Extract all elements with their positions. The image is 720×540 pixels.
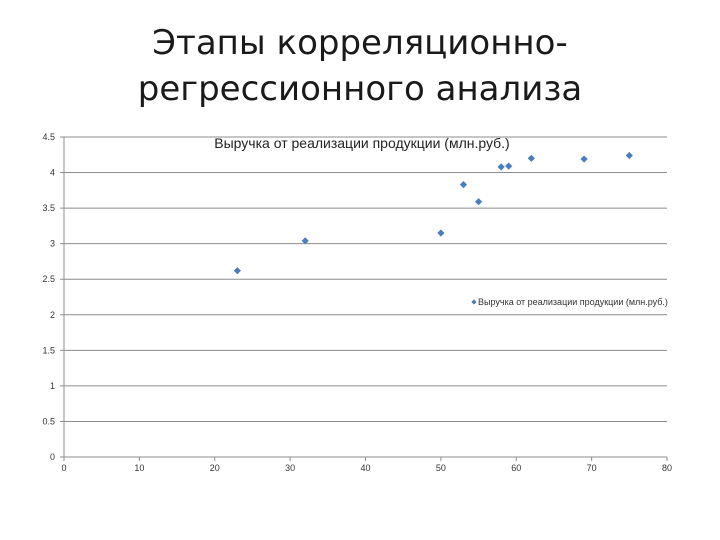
x-tick-label: 60 <box>511 463 521 473</box>
x-tick-label: 20 <box>210 463 220 473</box>
x-tick-label: 0 <box>61 463 66 473</box>
data-point <box>505 162 513 170</box>
x-tick-label: 30 <box>285 463 295 473</box>
data-point <box>625 151 633 160</box>
data-points <box>233 151 633 275</box>
x-axis-ticks: 0 10 20 30 40 50 60 70 80 <box>61 457 672 473</box>
y-tick-label: 1 <box>50 381 55 391</box>
legend: Выручка от реализации продукции (млн.руб… <box>471 297 668 307</box>
legend-marker <box>471 299 477 305</box>
data-point <box>437 229 445 237</box>
y-tick-label: 4 <box>50 168 55 178</box>
data-point <box>497 163 505 171</box>
y-tick-label: 1.5 <box>42 345 55 355</box>
data-point <box>474 198 483 206</box>
y-tick-label: 3 <box>50 239 55 249</box>
y-tick-label: 4.5 <box>42 132 55 142</box>
y-tick-label: 2.5 <box>42 274 55 284</box>
y-tick-label: 2 <box>50 310 55 320</box>
x-tick-label: 40 <box>360 463 370 473</box>
data-point <box>459 181 468 189</box>
data-point <box>233 267 241 275</box>
chart-title: Выручка от реализации продукции (млн.руб… <box>214 135 509 151</box>
slide-title: Этапы корреляционно- регрессионного анал… <box>0 20 720 112</box>
x-tick-label: 70 <box>587 463 597 473</box>
legend-label: Выручка от реализации продукции (млн.руб… <box>478 297 668 307</box>
slide-title-line-1: Этапы корреляционно- <box>152 23 568 63</box>
data-point <box>527 154 535 162</box>
x-tick-label: 50 <box>436 463 446 473</box>
x-tick-label: 10 <box>134 463 144 473</box>
grid-lines <box>64 136 667 422</box>
y-tick-label: 0 <box>50 452 55 462</box>
data-point <box>301 237 309 245</box>
y-tick-label: 0.5 <box>42 416 55 426</box>
y-tick-label: 3.5 <box>42 203 55 213</box>
y-axis-ticks: 0 0.5 1 1.5 2 2.5 3 3.5 4 4.5 <box>42 132 64 462</box>
slide-title-line-2: регрессионного анализа <box>137 69 583 109</box>
x-tick-label: 80 <box>662 463 672 473</box>
data-point <box>580 155 588 163</box>
